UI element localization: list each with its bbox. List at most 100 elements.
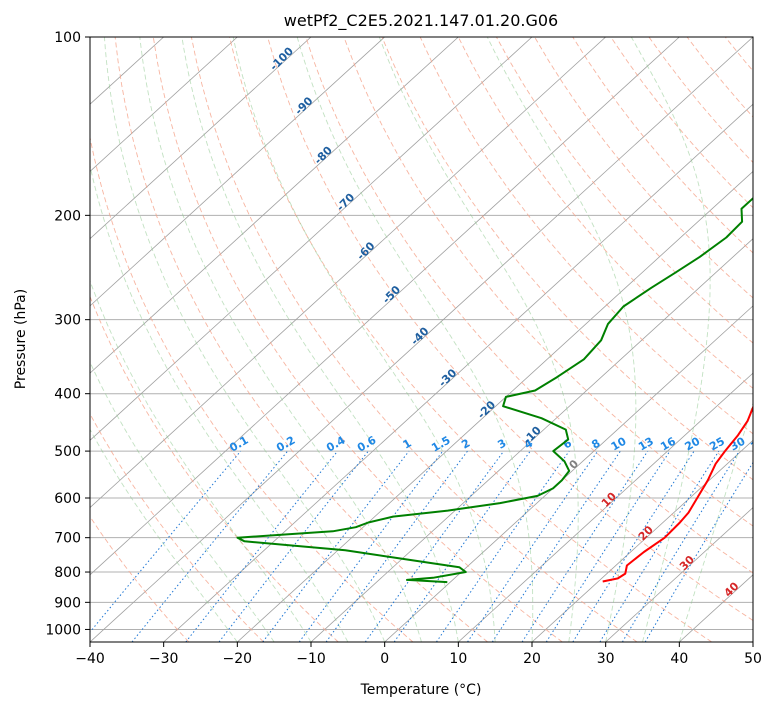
mixing-ratio-line	[393, 450, 531, 642]
isotherm-label: 10	[599, 490, 619, 510]
isotherm-line	[384, 305, 753, 642]
y-tick-label: 400	[54, 387, 81, 403]
mixing-ratio-line	[621, 450, 740, 642]
moist-adiabat-line	[103, 37, 386, 642]
moist-adiabat-line	[232, 37, 496, 642]
dry-adiabat-line	[90, 413, 264, 642]
dry-adiabat-line	[229, 37, 712, 642]
isotherm-line	[90, 37, 459, 374]
plot-frame	[89, 36, 754, 643]
mixing-ratio-line	[491, 450, 621, 642]
dewpoint-line	[236, 196, 753, 584]
y-tick-label: 300	[54, 313, 81, 329]
y-axis-title: Pressure (hPa)	[13, 289, 29, 389]
x-tick-label: 0	[380, 651, 389, 667]
y-tick-label: 500	[54, 444, 81, 460]
moist-adiabat-line	[181, 37, 459, 642]
isotherm-line	[163, 103, 753, 642]
isotherm-line	[90, 37, 385, 307]
y-tick-label: 100	[54, 30, 81, 46]
isotherm-line	[90, 37, 680, 576]
isotherm-label: -90	[292, 94, 315, 117]
dry-adiabat-line	[90, 295, 339, 642]
isotherm-line	[90, 37, 533, 441]
mixing-ratio-line	[545, 450, 671, 642]
isotherm-label: -100	[267, 44, 296, 73]
isotherm-label: -40	[408, 324, 431, 347]
dry-adiabat-line	[114, 37, 488, 642]
dry-adiabat-line	[305, 37, 753, 574]
x-tick-label: −20	[223, 651, 253, 667]
y-tick-label: 700	[54, 531, 81, 547]
dry-adiabat-line	[686, 37, 753, 118]
y-tick-label: 1000	[45, 622, 81, 638]
mixing-ratio-line	[325, 450, 468, 642]
mixing-ratio-line	[298, 450, 444, 642]
x-tick-label: 40	[670, 651, 688, 667]
dry-adiabat-line	[572, 37, 753, 254]
dry-adiabat-line	[152, 37, 563, 642]
x-tick-label: 10	[449, 651, 467, 667]
dry-adiabat-line	[457, 37, 753, 389]
mixing-ratio-line	[572, 450, 695, 642]
dry-adiabat-line	[610, 37, 753, 209]
x-tick-label: −30	[149, 651, 179, 667]
x-tick-label: −10	[296, 651, 326, 667]
y-tick-label: 600	[54, 491, 81, 507]
mixing-ratio-line	[521, 450, 649, 642]
mixing-ratio-line	[131, 450, 288, 642]
dry-adiabat-line	[190, 37, 638, 642]
isotherm-label: 20	[636, 523, 656, 543]
x-tick-label: −40	[75, 651, 105, 667]
mixing-ratio-label: 36	[748, 434, 768, 453]
mixing-ratio-line	[364, 450, 505, 642]
y-tick-label: 200	[54, 208, 81, 224]
mixing-ratio-line	[90, 450, 242, 633]
x-tick-label: 20	[523, 651, 541, 667]
moist-adiabat-line	[90, 361, 275, 642]
isotherm-label: 40	[722, 579, 742, 599]
y-tick-label: 900	[54, 595, 81, 611]
isotherm-line	[531, 439, 753, 642]
moist-adiabat-line	[139, 37, 422, 642]
dry-adiabat-line	[648, 37, 753, 164]
isotherm-line	[605, 507, 753, 642]
dry-adiabat-line	[381, 37, 753, 481]
x-axis-title: Temperature (°C)	[360, 682, 482, 698]
isotherm-line	[90, 37, 606, 509]
profile-series	[236, 196, 753, 584]
mixing-ratio-line	[467, 450, 599, 642]
dry-adiabat-line	[763, 37, 775, 642]
mixing-ratio-line	[435, 450, 570, 642]
isotherm-line	[90, 37, 753, 642]
dry-adiabat-line	[90, 135, 414, 642]
dry-adiabat-line	[419, 37, 753, 435]
isotherm-line	[237, 170, 753, 642]
x-tick-label: 50	[744, 651, 762, 667]
isotherm-line	[458, 372, 753, 642]
mixing-ratio-line	[185, 450, 338, 642]
isotherm-label: -30	[436, 366, 459, 389]
isotherm-line	[752, 641, 753, 642]
axis-ticks: −40 −30 −20 −10 0 10 20 30 40 50 100 200 300 400 500 60…	[45, 30, 762, 667]
isotherm-line	[90, 37, 312, 240]
moist-adiabat-line	[90, 279, 312, 642]
dry-adiabat-line	[267, 37, 753, 622]
mixing-ratio-line	[599, 450, 720, 642]
mixing-ratio-label: 8	[589, 437, 602, 452]
moist-adiabat-line	[296, 37, 534, 642]
isotherm-label: -50	[380, 283, 403, 306]
isotherm-label: -70	[334, 191, 357, 214]
moist-adiabat-line	[678, 401, 753, 642]
moist-adiabat-line	[630, 37, 711, 642]
dry-adiabat-line	[724, 37, 753, 72]
y-tick-label: 800	[54, 565, 81, 581]
moist-adiabat-line	[378, 37, 579, 642]
moist-adiabat-line	[486, 37, 637, 642]
dry-adiabat-line	[534, 37, 753, 299]
moist-adiabat-line	[90, 428, 238, 642]
x-tick-label: 30	[597, 651, 615, 667]
mixing-ratio-label: 3	[495, 437, 508, 452]
dry-adiabat-line	[343, 37, 753, 527]
